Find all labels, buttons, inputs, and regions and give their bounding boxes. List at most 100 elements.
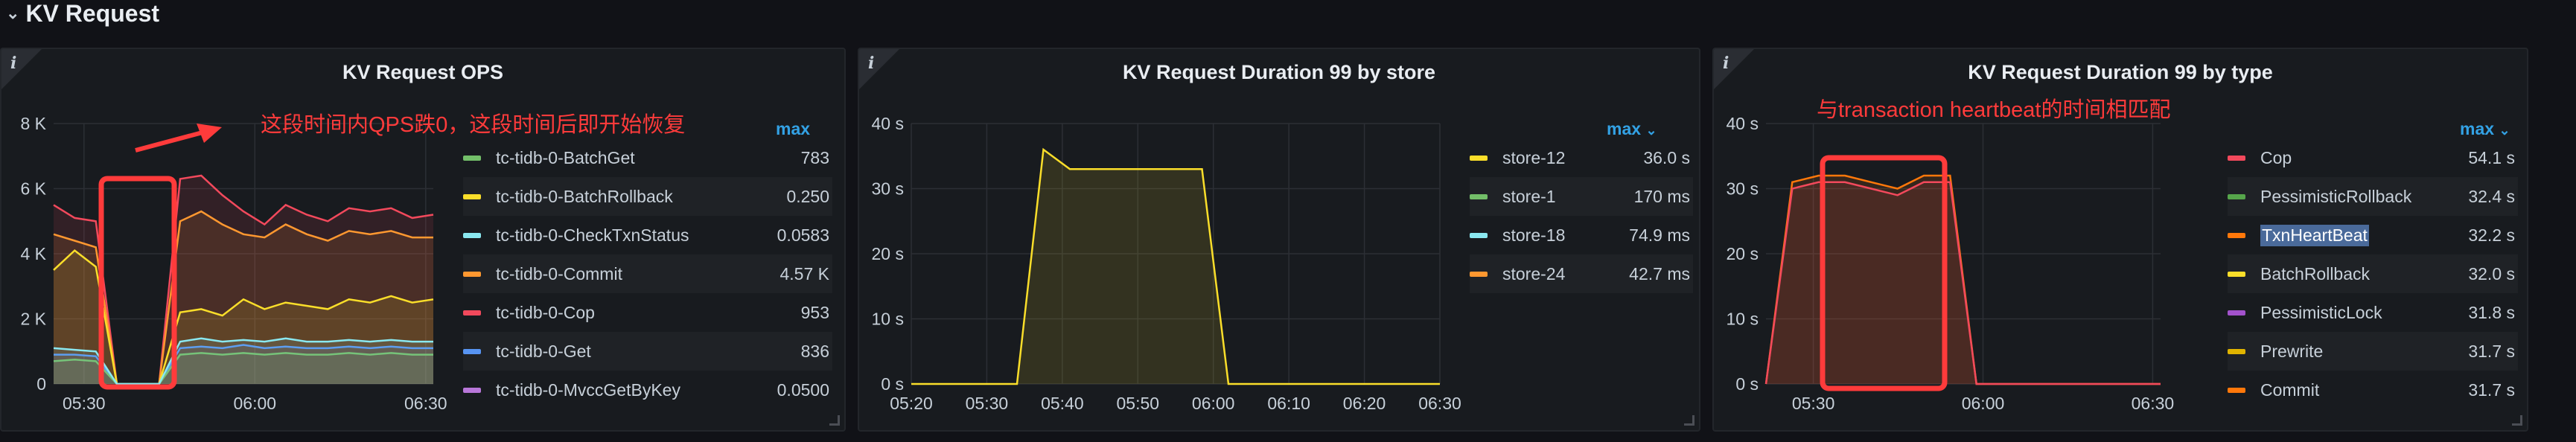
panel-corner [1714,49,1754,89]
legend-series-value: 74.9 ms [1629,225,1690,245]
legend-item[interactable]: tc-tidb-0-BatchRollback 0.250 [463,177,832,216]
x-tick-label: 06:30 [1418,394,1461,413]
info-icon[interactable]: i [868,54,875,73]
legend-series-value: 54.1 s [2468,147,2515,167]
x-tick-label: 06:00 [1962,394,2005,413]
chevron-down-icon[interactable]: ⌄ [6,4,20,22]
legend-swatch [2228,155,2245,161]
legend-item[interactable]: store-24 42.7 ms [1470,254,1693,293]
resize-handle[interactable] [1684,415,1695,426]
legend-series-name: tc-tidb-0-BatchGet [496,147,635,167]
legend-swatch [1470,271,1488,277]
legend-sort-max[interactable]: max ⌄ [2460,119,2510,139]
info-icon[interactable]: i [1723,54,1729,73]
y-tick-label: 0 [36,374,46,394]
y-tick-label: 8 K [20,114,46,133]
y-tick-label: 0 s [881,374,904,394]
series-area [911,150,1440,384]
legend-item[interactable]: tc-tidb-0-Cop 953 [463,293,832,332]
legend-item[interactable]: BatchRollback 32.0 s [2228,254,2518,293]
x-tick-label: 05:30 [63,394,106,413]
x-tick-label: 06:20 [1343,394,1386,413]
legend-item[interactable]: tc-tidb-0-MvccGetByKey 0.0500 [463,371,832,409]
panel-kv-request-ops: i KV Request OPS 8 K 6 K 4 K 2 K 0 05:30 06:00… [0,48,846,432]
x-tick-label: 06:30 [404,394,447,413]
legend-item[interactable]: Commit 31.7 s [2228,371,2518,409]
x-tick-label: 06:00 [1192,394,1235,413]
legend-item[interactable]: store-1 170 ms [1470,177,1693,216]
panel-title[interactable]: KV Request Duration 99 by store [1122,61,1436,83]
legend-item[interactable]: tc-tidb-0-BatchGet 783 [463,138,832,177]
legend-swatch [463,387,481,393]
legend-series-name: store-18 [1502,225,1566,245]
x-tick-label: 05:40 [1041,394,1084,413]
x-tick-label: 05:50 [1117,394,1160,413]
y-tick-label: 4 K [20,244,46,263]
legend-series-name: Prewrite [2260,341,2324,361]
legend-series-name: Cop [2260,147,2292,167]
chart-area: 8 K 6 K 4 K 2 K 0 05:30 06:00 06:30 [20,114,447,413]
legend-series-value: 0.0583 [777,225,829,245]
legend-item[interactable]: PessimisticRollback 32.4 s [2228,177,2518,216]
series-area [54,176,433,384]
legend-sort-max[interactable]: max [776,119,811,138]
legend-series-value: 836 [800,341,829,361]
legend-series-value: 0.0500 [777,379,829,400]
legend-series-name: store-12 [1502,147,1566,167]
legend-series-name: PessimisticLock [2260,302,2382,322]
legend-series-value: 170 ms [1633,186,1690,206]
legend-item[interactable]: Prewrite 31.7 s [2228,332,2518,371]
panel-title[interactable]: KV Request Duration 99 by type [1968,61,2273,83]
legend-series-name: tc-tidb-0-CheckTxnStatus [496,225,689,245]
chevron-down-icon: ⌄ [1645,123,1657,138]
legend-series-value: 32.2 s [2468,225,2515,245]
legend-swatch [2228,232,2245,238]
panel-kv-request-duration-store: i KV Request Duration 99 by store 40 s 30… [858,48,1700,432]
legend-item[interactable]: tc-tidb-0-Get 836 [463,332,832,371]
annotation-ops: 这段时间内QPS跌0，这段时间后即开始恢复 [261,113,686,137]
resize-handle[interactable] [829,415,840,426]
legend-swatch [2228,193,2245,199]
legend-series-name: tc-tidb-0-Commit [496,263,622,284]
arrow-head [197,124,222,143]
highlight-box [98,176,177,390]
x-tick-label: 06:00 [234,394,277,413]
y-tick-label: 0 s [1735,374,1759,394]
legend-item[interactable]: store-12 36.0 s [1470,138,1693,177]
series-line [911,147,1440,385]
row-title: KV Request [25,0,160,27]
legend-item[interactable]: TxnHeartBeat 32.2 s [2228,216,2518,254]
legend-swatch [2228,271,2245,277]
legend-item[interactable]: Cop 54.1 s [2228,138,2518,177]
legend-series-value: 32.0 s [2468,263,2515,284]
legend-swatch [2228,387,2245,393]
legend-item[interactable]: store-18 74.9 ms [1470,216,1693,254]
legend-series-value: 31.7 s [2468,341,2515,361]
panel-title[interactable]: KV Request OPS [342,61,504,83]
legend-series-name: BatchRollback [2260,263,2371,284]
legend-item[interactable]: tc-tidb-0-CheckTxnStatus 0.0583 [463,216,832,254]
legend-series-name: tc-tidb-0-Cop [496,302,595,322]
panel-kv-request-duration-type: i KV Request Duration 99 by type 40 s 30 … [1712,48,2528,432]
legend-swatch [1470,155,1488,161]
legend-swatch [463,232,481,238]
resize-handle[interactable] [2512,415,2522,426]
info-icon[interactable]: i [10,54,17,73]
row-header[interactable]: ⌄ KV Request [6,0,159,27]
legend-sort-max[interactable]: max ⌄ [1607,119,1657,139]
y-tick-label: 2 K [20,310,46,329]
legend-item[interactable]: PessimisticLock 31.8 s [2228,293,2518,332]
legend-series-name: store-24 [1502,263,1566,284]
y-tick-label: 30 s [1727,179,1759,199]
legend-series-value: 4.57 K [780,263,830,284]
legend-series-value: 31.8 s [2468,302,2515,322]
x-tick-label: 06:10 [1267,394,1310,413]
legend-series-name: PessimisticRollback [2260,186,2412,206]
legend-series-name: store-1 [1502,186,1556,206]
legend-swatch [463,193,481,199]
series-line [53,337,433,385]
x-tick-label: 05:20 [890,394,933,413]
legend-series-value: 36.0 s [1643,147,1690,167]
series-area [54,250,433,384]
legend-item[interactable]: tc-tidb-0-Commit 4.57 K [463,254,832,293]
